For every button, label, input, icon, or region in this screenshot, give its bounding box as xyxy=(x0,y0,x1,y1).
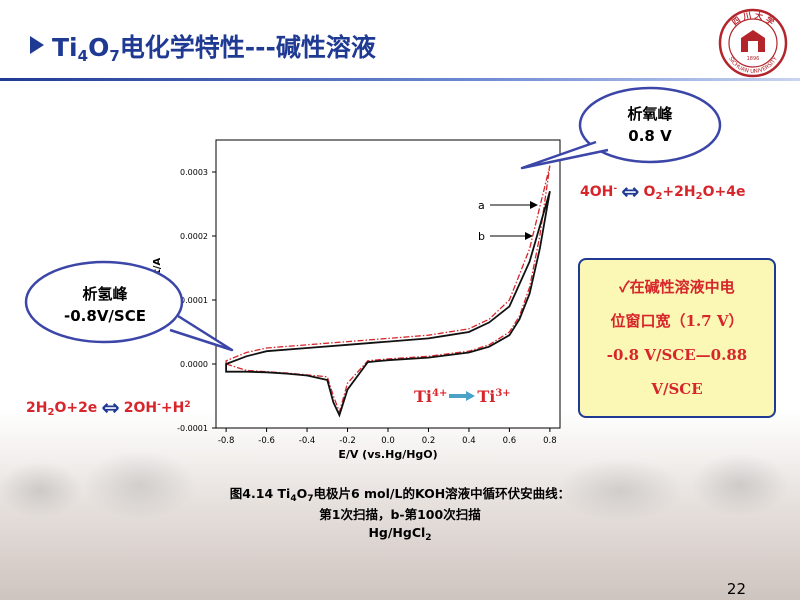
note-line-1: ✓在碱性溶液中电 xyxy=(619,278,735,296)
y-tick-label: 0.0001 xyxy=(180,296,208,305)
series-line-a xyxy=(225,165,551,415)
x-axis-ticks: -0.8 -0.6 -0.4 -0.2 0.0 0.2 0.4 0.6 0.8 xyxy=(218,428,557,446)
y-tick-label: 0.0000 xyxy=(180,360,208,369)
figure-caption-line-2: 第1次扫描，b-第100次扫描 xyxy=(319,507,481,522)
title-bullet-icon xyxy=(30,36,44,54)
note-line-3: -0.8 V/SCE—0.88 xyxy=(606,346,748,364)
ti-redox-label: Ti4+ Ti3+ xyxy=(414,387,511,406)
hydrogen-bubble-tail xyxy=(169,314,234,352)
x-axis-label: E/V (vs.Hg/HgO) xyxy=(338,448,437,461)
campus-background xyxy=(0,410,800,600)
figure-caption-line-3: Hg/HgCl2 xyxy=(368,525,432,543)
oxygen-bubble-tail xyxy=(520,140,609,170)
hydrogen-evolution-equation: 2H2O+2e ⇔ 2OH-+H2 xyxy=(26,396,191,421)
title-underline xyxy=(0,78,800,81)
x-tick-label: 0.6 xyxy=(503,436,517,446)
hydrogen-peak-label: 析氢峰 xyxy=(82,285,128,303)
figure-caption-line-1: 图4.14 Ti4O7电极片6 mol/L的KOH溶液中循环伏安曲线： xyxy=(229,486,571,504)
oxygen-peak-label: 析氧峰 xyxy=(627,105,673,123)
x-tick-label: 0.0 xyxy=(381,436,395,446)
university-logo: 四 川 大 学 SICHUAN UNIVERSITY 1896 xyxy=(718,8,788,78)
hydrogen-peak-bubble xyxy=(24,260,184,344)
x-tick-label: -0.6 xyxy=(258,436,275,446)
hydrogen-peak-value: -0.8V/SCE xyxy=(64,307,146,325)
x-tick-label: 0.4 xyxy=(462,436,476,446)
hydrogen-peak-text: 析氢峰 -0.8V/SCE xyxy=(50,283,160,327)
x-tick-label: 0.2 xyxy=(422,436,436,446)
series-line-b xyxy=(225,190,551,418)
oxygen-peak-text: 析氧峰 0.8 V xyxy=(600,103,700,147)
right-arrow-icon xyxy=(449,391,476,401)
tree-silhouettes xyxy=(0,430,800,540)
x-tick-label: -0.2 xyxy=(339,436,356,446)
series-group xyxy=(225,165,551,418)
oxygen-peak-value: 0.8 V xyxy=(628,127,672,145)
page-number: 22 xyxy=(726,580,746,598)
x-tick-label: -0.8 xyxy=(218,436,235,446)
series-label-b: b xyxy=(478,230,485,243)
series-a-arrowhead xyxy=(530,201,538,209)
note-line-4: V/SCE xyxy=(651,380,703,398)
y-tick-label: 0.0003 xyxy=(180,168,208,177)
oxygen-evolution-equation: 4OH- ⇔ O2+2H2O+4e xyxy=(580,180,746,205)
series-b-arrowhead xyxy=(525,232,533,240)
potential-window-note: ✓在碱性溶液中电 位窗口宽（1.7 V） -0.8 V/SCE—0.88 V/S… xyxy=(578,258,776,418)
slide-title: Ti4O7电化学特性---碱性溶液 xyxy=(52,33,376,65)
note-line-2: 位窗口宽（1.7 V） xyxy=(610,312,744,330)
cv-chart: -0.0001 0.0000 0.0001 0.0002 0.0003 -0.8 -0.6… xyxy=(152,139,561,461)
x-tick-label: 0.8 xyxy=(543,436,557,446)
series-label-a: a xyxy=(478,199,485,212)
x-tick-label: -0.4 xyxy=(299,436,316,446)
y-tick-label: -0.0001 xyxy=(177,424,208,433)
equilibrium-arrow-icon: ⇔ xyxy=(101,396,120,421)
y-axis-ticks: -0.0001 0.0000 0.0001 0.0002 0.0003 xyxy=(177,168,216,433)
plot-frame xyxy=(215,139,561,429)
logo-year: 1896 xyxy=(747,56,760,62)
y-tick-label: 0.0002 xyxy=(180,232,208,241)
equilibrium-arrow-icon: ⇔ xyxy=(621,180,640,205)
oxygen-peak-bubble xyxy=(578,86,722,164)
